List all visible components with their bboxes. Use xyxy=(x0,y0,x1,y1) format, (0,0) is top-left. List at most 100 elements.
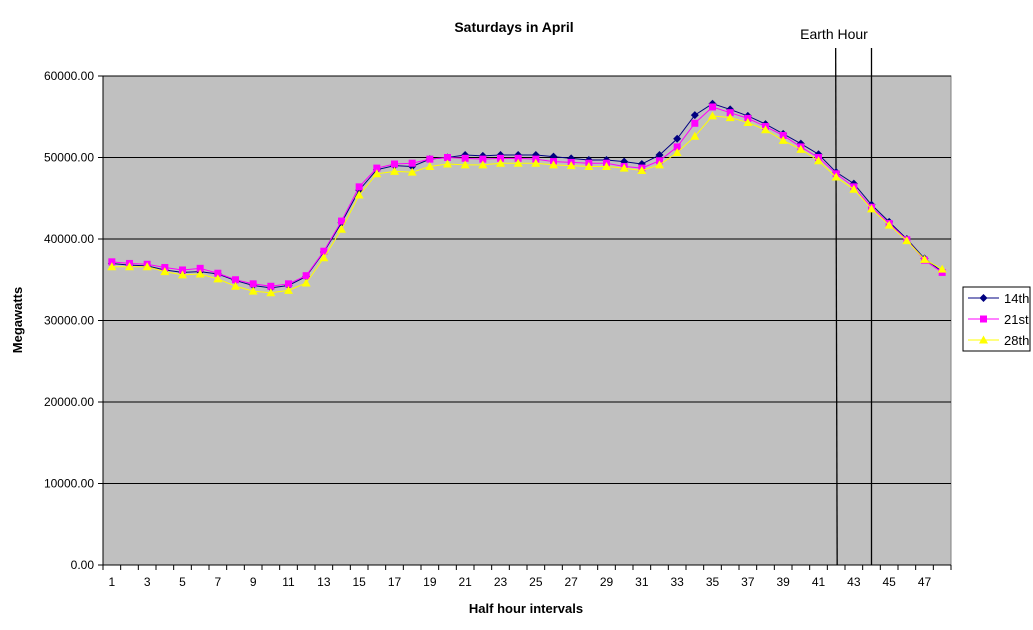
data-point-28th xyxy=(195,269,205,278)
data-point-28th xyxy=(213,274,223,283)
legend-marker-14th xyxy=(979,294,988,302)
data-point-21st xyxy=(426,155,434,163)
data-point-28th xyxy=(301,278,311,287)
x-tick-label: 47 xyxy=(918,575,932,589)
data-point-28th xyxy=(619,163,629,172)
data-point-21st xyxy=(391,160,398,168)
data-point-21st xyxy=(232,276,239,284)
y-tick-label: 30000.00 xyxy=(44,314,94,328)
data-point-21st xyxy=(373,164,381,172)
x-tick-label: 1 xyxy=(108,575,115,589)
x-tick-label: 15 xyxy=(352,575,366,589)
x-tick-label: 35 xyxy=(706,575,720,589)
data-point-28th xyxy=(107,262,117,271)
x-tick-label: 7 xyxy=(214,575,221,589)
data-point-21st xyxy=(196,264,204,272)
x-tick-label: 17 xyxy=(388,575,402,589)
data-point-21st xyxy=(726,109,734,117)
data-point-28th xyxy=(637,166,647,175)
y-tick-label: 40000.00 xyxy=(44,232,94,246)
data-point-28th xyxy=(831,172,841,181)
data-point-21st xyxy=(691,119,699,127)
x-tick-label: 9 xyxy=(250,575,257,589)
y-tick-label: 10000.00 xyxy=(44,477,94,491)
data-point-28th xyxy=(390,166,399,175)
data-point-14th xyxy=(673,134,682,143)
x-tick-label: 3 xyxy=(144,575,151,589)
data-point-28th xyxy=(549,160,558,169)
data-point-21st xyxy=(108,258,116,266)
data-point-28th xyxy=(178,270,187,279)
legend-label: 21st xyxy=(1004,312,1029,327)
data-point-28th xyxy=(690,131,700,140)
earth-hour-annotation: Earth Hour xyxy=(800,26,868,42)
x-tick-label: 29 xyxy=(600,575,614,589)
data-point-28th xyxy=(743,117,753,126)
data-point-28th xyxy=(761,125,770,134)
x-tick-label: 37 xyxy=(741,575,755,589)
data-point-28th xyxy=(142,262,152,271)
data-point-28th xyxy=(867,204,876,213)
x-axis-label: Half hour intervals xyxy=(469,601,583,616)
x-tick-label: 19 xyxy=(423,575,437,589)
data-point-28th xyxy=(849,184,859,193)
data-point-28th xyxy=(443,159,452,168)
data-point-21st xyxy=(479,155,487,163)
x-tick-label: 43 xyxy=(847,575,861,589)
x-tick-label: 21 xyxy=(458,575,472,589)
data-point-28th xyxy=(920,254,929,263)
data-point-28th xyxy=(672,148,682,157)
y-axis-label: Megawatts xyxy=(10,287,25,353)
data-point-21st xyxy=(673,143,681,151)
legend-label: 14th xyxy=(1004,291,1029,306)
data-point-28th xyxy=(478,160,488,169)
data-point-28th xyxy=(531,158,541,167)
data-point-28th xyxy=(372,169,382,178)
x-tick-label: 45 xyxy=(882,575,896,589)
data-point-28th xyxy=(725,113,735,122)
data-point-21st xyxy=(355,183,363,191)
data-point-28th xyxy=(231,281,240,290)
data-point-28th xyxy=(778,135,788,144)
data-point-28th xyxy=(425,161,435,170)
y-tick-label: 20000.00 xyxy=(44,395,94,409)
chart-title: Saturdays in April xyxy=(454,19,573,35)
data-point-28th xyxy=(513,158,523,167)
data-point-28th xyxy=(319,253,329,262)
x-tick-label: 25 xyxy=(529,575,543,589)
data-point-28th xyxy=(266,288,276,297)
data-point-28th xyxy=(796,144,806,153)
data-point-21st xyxy=(709,103,716,111)
data-point-28th xyxy=(655,160,664,169)
x-tick-label: 39 xyxy=(776,575,790,589)
x-tick-label: 31 xyxy=(635,575,649,589)
x-tick-label: 5 xyxy=(179,575,186,589)
data-point-28th xyxy=(902,236,912,245)
data-point-21st xyxy=(444,154,451,161)
data-point-28th xyxy=(814,156,823,165)
data-point-21st xyxy=(214,269,222,277)
x-tick-label: 23 xyxy=(494,575,508,589)
data-point-28th xyxy=(584,161,594,170)
data-point-28th xyxy=(407,167,417,176)
data-point-28th xyxy=(884,220,894,229)
legend-marker-28th xyxy=(979,335,988,344)
data-point-21st xyxy=(338,217,345,225)
x-tick-label: 27 xyxy=(564,575,578,589)
data-point-21st xyxy=(320,247,328,255)
data-point-21st xyxy=(179,266,186,274)
legend-label: 28th xyxy=(1004,333,1029,348)
x-tick-label: 41 xyxy=(812,575,826,589)
x-tick-label: 33 xyxy=(670,575,684,589)
data-point-28th xyxy=(496,158,505,167)
data-point-14th xyxy=(655,151,664,160)
data-point-28th xyxy=(337,224,346,233)
data-point-28th xyxy=(125,262,134,271)
data-point-21st xyxy=(302,272,310,280)
data-point-21st xyxy=(461,154,469,162)
data-point-21st xyxy=(249,280,257,288)
x-tick-label: 13 xyxy=(317,575,331,589)
data-point-14th xyxy=(690,111,699,120)
earth-hour-start-line xyxy=(835,47,838,566)
